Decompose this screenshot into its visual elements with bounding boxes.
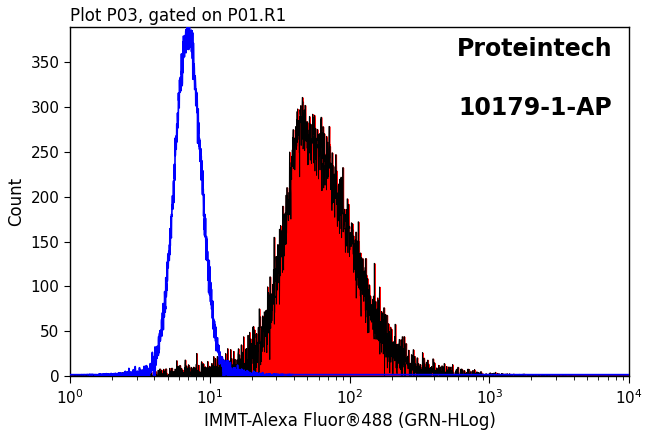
Text: Plot P03, gated on P01.R1: Plot P03, gated on P01.R1 <box>70 7 286 25</box>
Y-axis label: Count: Count <box>7 177 25 226</box>
Text: 10179-1-AP: 10179-1-AP <box>459 97 612 121</box>
X-axis label: IMMT-Alexa Fluor®488 (GRN-HLog): IMMT-Alexa Fluor®488 (GRN-HLog) <box>203 412 495 430</box>
Text: Proteintech: Proteintech <box>457 37 612 61</box>
